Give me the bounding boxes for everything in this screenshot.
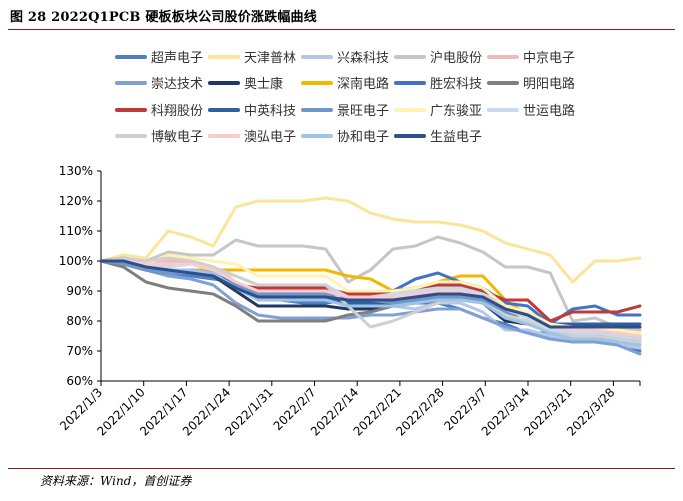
legend-label-12: 中英科技 xyxy=(244,104,296,119)
legend-label-11: 科翔股份 xyxy=(151,104,203,119)
y-tick-label: 110% xyxy=(59,224,93,238)
source-rule xyxy=(8,468,675,469)
y-tick-label: 130% xyxy=(59,164,93,178)
legend-label-17: 澳弘电子 xyxy=(244,129,296,145)
legend-label-3: 兴森科技 xyxy=(337,51,389,66)
title-rule xyxy=(8,29,675,30)
legend-label-13: 景旺电子 xyxy=(337,104,389,119)
legend-label-2: 天津普林 xyxy=(244,51,296,66)
legend-label-7: 奥士康 xyxy=(244,76,283,92)
series-lines xyxy=(99,196,642,356)
y-axis: 60% 70% 80% 90% 100% 110% 120% 130% xyxy=(59,164,102,388)
y-tick-label: 80% xyxy=(66,314,93,328)
legend-label-16: 博敏电子 xyxy=(151,130,203,145)
legend-label-10: 明阳电路 xyxy=(523,76,575,92)
y-tick-label: 120% xyxy=(59,194,93,208)
series-line-19 xyxy=(99,259,642,329)
y-tick-label: 60% xyxy=(66,374,93,388)
y-tick-label: 70% xyxy=(66,344,93,358)
series-line-4 xyxy=(99,235,642,332)
legend-label-15: 世运电路 xyxy=(523,103,575,119)
legend-label-1: 超声电子 xyxy=(151,51,203,66)
legend-label-6: 崇达技术 xyxy=(151,77,203,92)
y-tick-label: 100% xyxy=(59,254,93,268)
series-line-18 xyxy=(99,259,642,347)
legend-label-5: 中京电子 xyxy=(523,51,575,66)
legend-label-14: 广东骏亚 xyxy=(430,104,482,119)
figure-title: 图 28 2022Q1PCB 硬板板块公司股价涨跌幅曲线 xyxy=(10,10,317,25)
series-line-2 xyxy=(99,196,642,284)
legend-label-9: 胜宏科技 xyxy=(430,77,482,92)
series-line-14 xyxy=(99,253,642,335)
legend-label-18: 协和电子 xyxy=(337,130,389,145)
y-tick-label: 90% xyxy=(66,284,93,298)
series-line-6 xyxy=(99,259,642,356)
source-note: 资料来源：Wind，首创证券 xyxy=(40,474,192,488)
legend-label-19: 生益电子 xyxy=(430,130,482,145)
legend-label-4: 沪电股份 xyxy=(430,50,482,66)
x-axis: 2022/1/32022/1/102022/1/172022/1/242022/… xyxy=(57,380,641,439)
legend-label-8: 深南电路 xyxy=(337,76,389,92)
